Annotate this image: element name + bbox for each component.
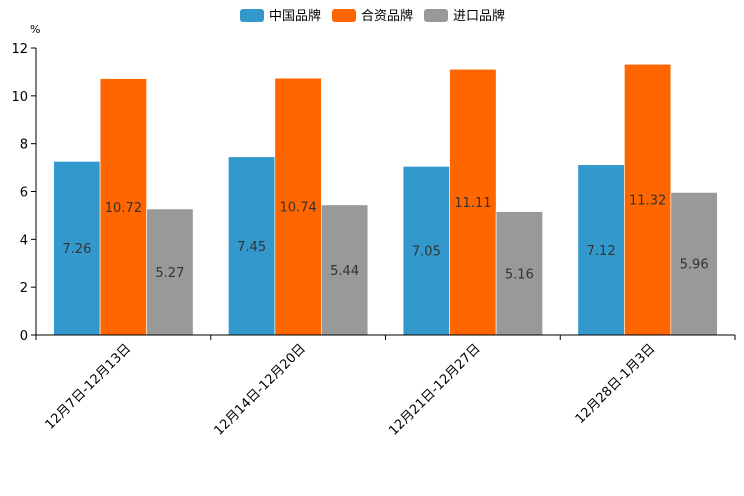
data-label: 11.11 <box>454 196 491 211</box>
bar <box>146 208 194 336</box>
data-label: 7.45 <box>237 240 266 255</box>
y-tick-label: 10 <box>11 90 28 105</box>
legend-label: 合资品牌 <box>361 8 413 24</box>
bar <box>624 63 672 336</box>
y-tick-label: 0 <box>20 329 28 344</box>
data-label: 5.96 <box>680 258 709 273</box>
data-label: 5.16 <box>505 267 534 282</box>
x-category-label: 12月14日-12月20日 <box>211 341 308 438</box>
y-axis-label: % <box>30 23 40 36</box>
y-axis: 0 2 4 6 8 10 12 <box>11 42 37 344</box>
data-label: 11.32 <box>629 194 666 209</box>
bar <box>321 204 369 336</box>
bars: 7.26 10.72 5.27 7.45 10.74 5.44 7.05 11.11 5.16 7… <box>53 63 718 336</box>
x-category-label: 12月7日-12月13日 <box>43 341 135 433</box>
y-tick-label: 6 <box>20 186 28 201</box>
legend-swatch <box>424 9 448 22</box>
bar <box>402 166 450 336</box>
y-tick-label: 2 <box>20 281 28 296</box>
data-label: 7.12 <box>587 244 616 259</box>
x-category-label: 12月28日-1月3日 <box>573 341 659 427</box>
legend-swatch <box>240 9 264 22</box>
bar <box>449 68 497 336</box>
data-label: 5.44 <box>330 264 359 279</box>
legend-label: 进口品牌 <box>453 8 505 24</box>
data-label: 5.27 <box>155 266 184 281</box>
y-tick-label: 4 <box>20 233 28 248</box>
bar <box>670 192 718 336</box>
legend-label: 中国品牌 <box>269 8 321 24</box>
y-tick-label: 12 <box>11 42 28 57</box>
data-label: 7.26 <box>62 242 91 257</box>
y-tick-label: 8 <box>20 138 28 153</box>
bar <box>99 78 147 336</box>
legend-swatch <box>332 9 356 22</box>
data-label: 7.05 <box>412 245 441 260</box>
x-axis: 12月7日-12月13日 12月14日-12月20日 12月21日-12月27日 12… <box>35 334 736 439</box>
legend: 中国品牌 合资品牌 进口品牌 <box>240 8 505 24</box>
x-category-label: 12月21日-12月27日 <box>386 341 483 438</box>
data-label: 10.74 <box>280 201 317 216</box>
data-label: 10.72 <box>105 201 142 216</box>
bar <box>53 161 101 336</box>
